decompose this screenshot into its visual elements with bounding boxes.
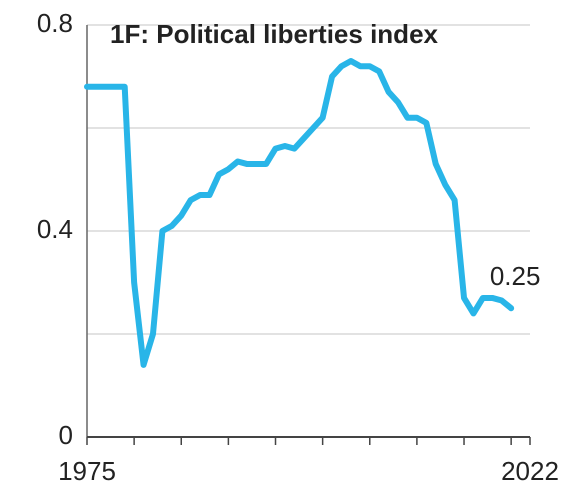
chart-title: 1F: Political liberties index (110, 19, 439, 49)
y-tick-label: 0.4 (37, 214, 73, 244)
end-label: 0.25 (490, 261, 541, 291)
y-tick-label: 0 (59, 420, 73, 450)
x-tick-label: 1975 (58, 456, 116, 486)
y-tick-label: 0.8 (37, 8, 73, 38)
x-tick-label: 2022 (501, 456, 559, 486)
data-line (84, 58, 515, 368)
